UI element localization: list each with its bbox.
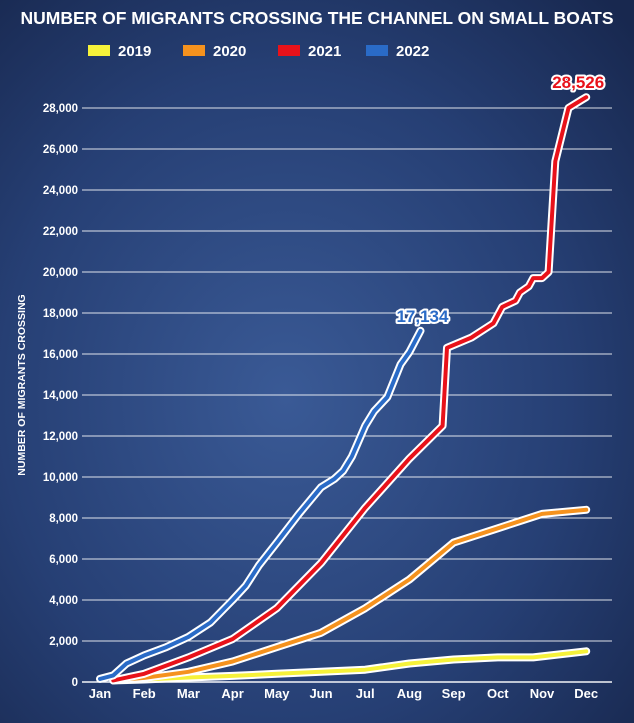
- x-tick-label: Jan: [89, 686, 111, 701]
- legend-label: 2020: [213, 43, 246, 60]
- y-tick-label: 18,000: [43, 308, 78, 320]
- series-2022-line: [98, 328, 423, 681]
- end-label-halo: 17,134: [396, 307, 449, 326]
- series-lines: [96, 93, 591, 685]
- legend-label: 2021: [308, 43, 341, 60]
- y-tick-label: 10,000: [43, 472, 78, 484]
- legend-label: 2019: [118, 43, 151, 60]
- x-tick-label: Oct: [487, 686, 509, 701]
- y-tick-label: 22,000: [43, 226, 78, 238]
- legend-swatch: [278, 45, 300, 56]
- y-tick-label: 14,000: [43, 390, 78, 402]
- y-tick-label: 28,000: [43, 103, 78, 115]
- x-tick-label: Apr: [221, 686, 243, 701]
- end-label-2021: 28,526: [552, 73, 604, 92]
- series-2020-line: [111, 507, 589, 683]
- y-tick-label: 4,000: [49, 595, 78, 607]
- legend-swatch: [366, 45, 388, 56]
- y-tick-label: 8,000: [49, 513, 78, 525]
- y-tick-label: 26,000: [43, 144, 78, 156]
- x-tick-label: Nov: [530, 686, 555, 701]
- x-tick-label: May: [264, 686, 290, 701]
- legend: 2019 2020 2021 2022: [88, 43, 429, 60]
- y-axis-label: NUMBER OF MIGRANTS CROSSING: [16, 294, 28, 475]
- end-label-2022: 17,134: [396, 307, 449, 326]
- y-tick-label: 2,000: [49, 636, 78, 648]
- y-tick-label: 12,000: [43, 431, 78, 443]
- chart-title: NUMBER OF MIGRANTS CROSSING THE CHANNEL …: [20, 8, 613, 28]
- y-tick-label: 20,000: [43, 267, 78, 279]
- y-tick-label: 6,000: [49, 554, 78, 566]
- y-axis-ticks: 0 2,000 4,000 6,000 8,000 10,000 12,000 14,000 1…: [43, 103, 78, 689]
- y-tick-label: 24,000: [43, 185, 78, 197]
- x-tick-label: Sep: [442, 686, 466, 701]
- series-2019-line: [111, 649, 589, 683]
- y-tick-label: 0: [72, 677, 78, 689]
- x-tick-label: Mar: [177, 686, 200, 701]
- legend-label: 2022: [396, 43, 429, 60]
- x-tick-label: Jul: [356, 686, 375, 701]
- legend-swatch: [88, 45, 110, 56]
- x-tick-label: Aug: [397, 686, 422, 701]
- x-tick-label: Dec: [574, 686, 598, 701]
- y-tick-label: 16,000: [43, 349, 78, 361]
- x-tick-label: Jun: [309, 686, 332, 701]
- end-label-halo: 28,526: [552, 73, 604, 92]
- x-tick-label: Feb: [133, 686, 156, 701]
- x-axis-ticks: Jan Feb Mar Apr May Jun Jul Aug Sep Oct Nov Dec: [89, 686, 598, 701]
- series-2021-line: [111, 95, 589, 683]
- legend-swatch: [183, 45, 205, 56]
